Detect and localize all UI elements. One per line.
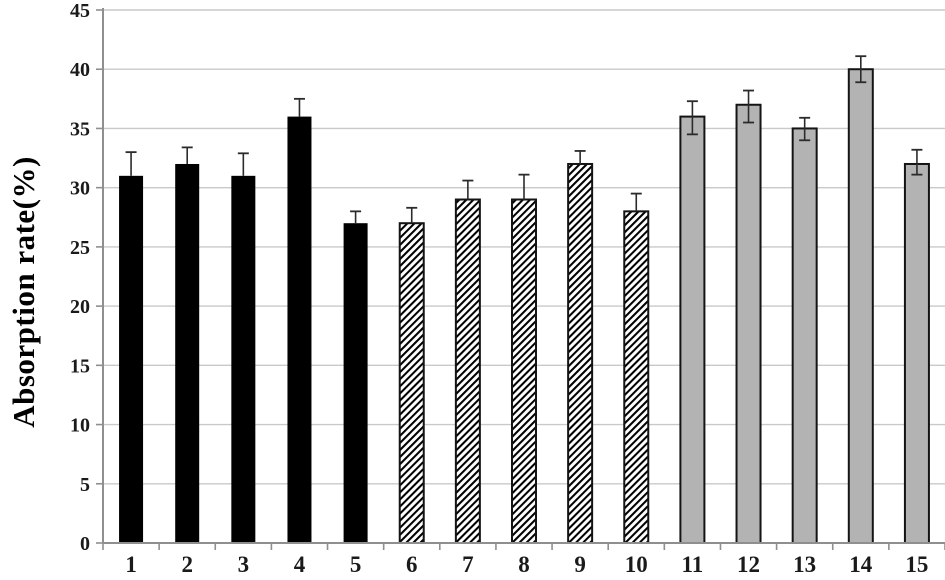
x-category-label-8: 8	[518, 552, 530, 575]
y-tick-label-20: 20	[70, 296, 90, 318]
bar-11	[679, 115, 706, 544]
bar-4	[287, 116, 312, 543]
y-tick-label-45: 45	[70, 0, 90, 22]
y-tick-label-40: 40	[70, 59, 90, 81]
x-category-label-10: 10	[625, 552, 648, 575]
x-category-label-1: 1	[125, 552, 137, 575]
x-category-label-15: 15	[905, 552, 928, 575]
x-category-label-2: 2	[181, 552, 193, 575]
bar-7	[454, 198, 481, 544]
x-category-label-7: 7	[462, 552, 474, 575]
x-category-label-5: 5	[350, 552, 362, 575]
bar-9	[567, 162, 594, 544]
bar-12	[735, 103, 762, 544]
bar-15	[903, 162, 930, 544]
y-tick-label-5: 5	[80, 474, 90, 496]
y-tick-label-0: 0	[80, 533, 90, 555]
x-category-label-6: 6	[406, 552, 418, 575]
bar-3	[231, 175, 256, 544]
y-tick-label-25: 25	[70, 237, 90, 259]
y-tick-label-10: 10	[70, 415, 90, 437]
y-tick-label-15: 15	[70, 355, 90, 377]
y-tick-label-35: 35	[70, 118, 90, 140]
x-category-label-3: 3	[238, 552, 250, 575]
y-axis-title: Absorption rate(%)	[6, 156, 41, 428]
x-category-label-14: 14	[849, 552, 873, 575]
bar-2	[175, 163, 200, 543]
bar-5	[343, 223, 368, 543]
y-tick-label-30: 30	[70, 178, 90, 200]
x-category-label-11: 11	[682, 552, 704, 575]
bar-14	[847, 68, 874, 544]
x-category-label-13: 13	[793, 552, 816, 575]
bar-10	[623, 210, 650, 544]
x-category-label-4: 4	[294, 552, 306, 575]
bar-6	[398, 222, 425, 544]
x-category-label-12: 12	[737, 552, 760, 575]
x-category-label-9: 9	[574, 552, 586, 575]
bar-1	[119, 175, 144, 544]
bar-8	[511, 198, 537, 544]
bar-13	[791, 127, 818, 544]
